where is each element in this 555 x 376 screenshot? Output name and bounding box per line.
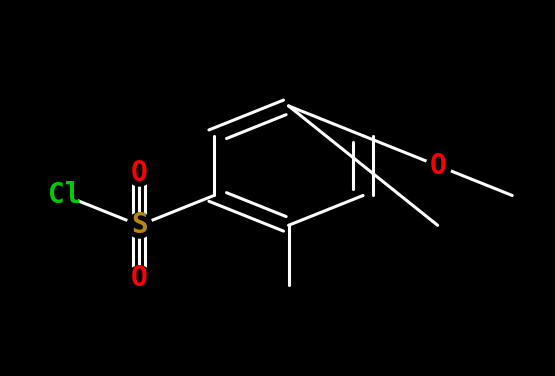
Text: S: S xyxy=(131,211,148,239)
Text: Cl: Cl xyxy=(48,182,82,209)
Text: O: O xyxy=(131,264,148,291)
Text: O: O xyxy=(429,152,446,180)
Text: O: O xyxy=(131,159,148,187)
